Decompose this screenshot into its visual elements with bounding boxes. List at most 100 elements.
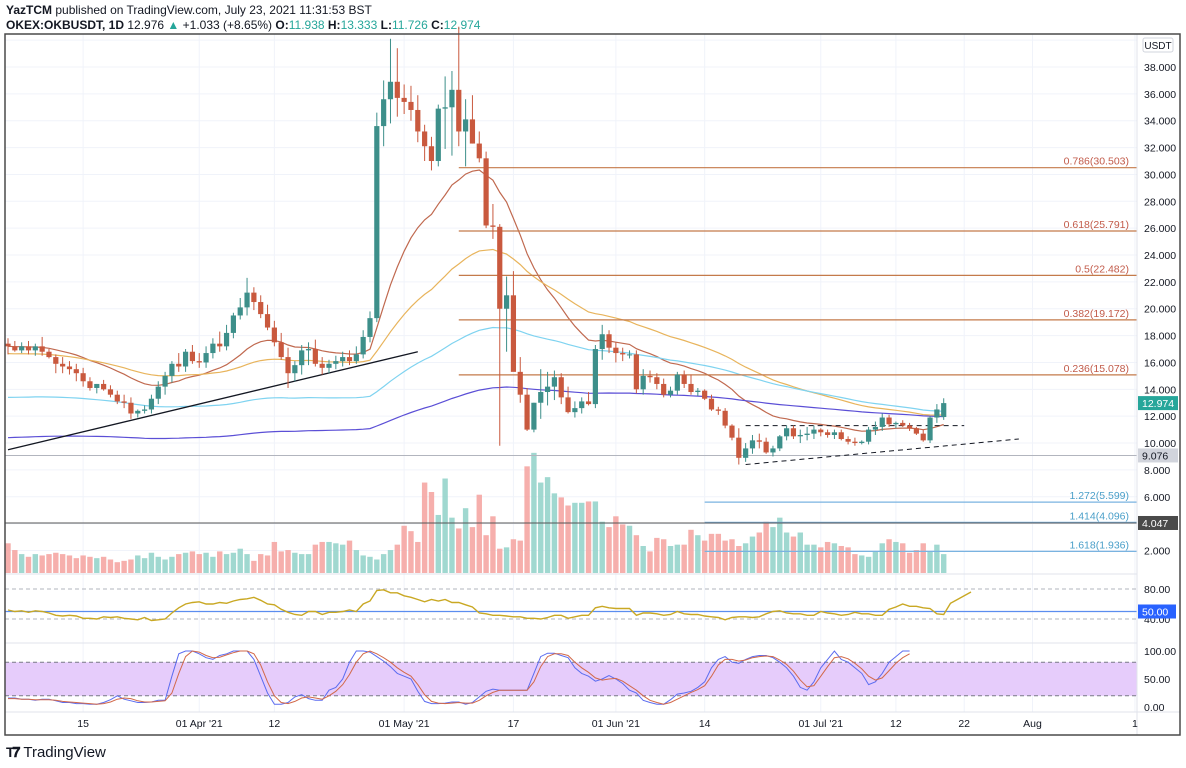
volume-bar	[579, 502, 585, 573]
volume-bar	[53, 552, 59, 573]
candle-body	[544, 386, 551, 393]
volume-bar	[920, 543, 926, 573]
price-label: 9.076	[1142, 450, 1168, 462]
candle-body	[66, 366, 73, 370]
time-tick: Aug	[1023, 718, 1042, 730]
time-tick: 1	[1132, 718, 1138, 730]
open-value: 11.938	[288, 18, 325, 32]
volume-bar	[32, 554, 39, 573]
fib-label: 1.272(5.599)	[1069, 490, 1129, 502]
volume-bar	[654, 537, 660, 573]
ema-200-line	[7, 386, 944, 440]
axes: USDT 38.000 36.000 34.000 32.000 30.000 28.000…	[5, 34, 1180, 735]
published-text: published on TradingView.com, July 23, 2…	[55, 3, 372, 17]
candle-body	[599, 334, 605, 350]
candle-body	[326, 363, 332, 368]
time-tick: 17	[508, 718, 520, 730]
volume-bar	[401, 525, 407, 573]
candle-body	[640, 375, 646, 390]
candle-body	[825, 432, 831, 435]
price-tick: 26.000	[1144, 223, 1176, 235]
volume-bar	[565, 505, 571, 573]
candle-body	[927, 417, 933, 441]
candle-body	[80, 373, 86, 382]
candle-body	[148, 398, 155, 410]
volume-bar	[251, 560, 257, 573]
volume-bar	[223, 554, 230, 573]
volume-bar	[736, 546, 742, 573]
volume-bar	[572, 502, 578, 573]
volume-bar	[640, 546, 646, 573]
symbol-title[interactable]: OKEX:OKBUSDT, 1D	[6, 18, 125, 32]
stoch-tick: 50.00	[1144, 674, 1170, 686]
candle-body	[401, 97, 407, 102]
volume-bar	[278, 551, 284, 573]
volume-bar	[258, 554, 264, 573]
volume-bar	[804, 544, 810, 573]
candle-body	[53, 357, 59, 364]
candle-body	[196, 361, 202, 363]
fib-label: 1.414(4.096)	[1069, 510, 1129, 522]
price-tick: 14.000	[1144, 384, 1176, 396]
price-tick: 6.000	[1144, 492, 1170, 504]
candle-body	[292, 365, 298, 374]
grid-lines	[5, 34, 1137, 712]
volume-bar	[626, 525, 633, 573]
volume-bar	[59, 554, 66, 573]
volume-bar	[585, 501, 592, 573]
volume-bar	[859, 555, 865, 573]
candle-body	[415, 109, 421, 132]
stoch-tick: 100.00	[1144, 646, 1176, 658]
candle-body	[32, 346, 38, 351]
volume-bar	[906, 552, 913, 573]
volume-bar	[148, 552, 155, 573]
candle-body	[271, 327, 277, 343]
volume-bar	[490, 516, 496, 573]
candle-body	[790, 428, 797, 437]
volume-bar	[886, 539, 892, 573]
volume-bar	[797, 532, 803, 573]
candle-body	[285, 357, 291, 374]
candle-body	[449, 89, 455, 108]
stoch-tick: 0.00	[1144, 702, 1165, 714]
price-tick: 32.000	[1144, 143, 1176, 155]
candle-body	[620, 353, 626, 355]
volume-bar	[865, 556, 872, 573]
volume-bar	[39, 555, 45, 573]
close-label: C:	[431, 18, 444, 32]
candle-body	[893, 422, 899, 425]
candle-body	[688, 383, 694, 393]
volume-bar	[538, 482, 544, 573]
volume-bar	[462, 508, 469, 573]
volume-bar	[708, 533, 715, 573]
volume-bar	[421, 482, 428, 573]
volume-bar	[442, 478, 448, 573]
candles	[5, 26, 947, 465]
candle-body	[73, 369, 79, 374]
author-name[interactable]: YazTCM	[6, 3, 53, 17]
candle-body	[223, 332, 230, 347]
candle-body	[25, 346, 32, 351]
volume-bar	[374, 559, 380, 573]
volume-bar	[824, 541, 831, 573]
price-tick: 24.000	[1144, 250, 1176, 262]
volume-bar	[189, 551, 196, 573]
candle-body	[708, 398, 715, 410]
volume-bar	[312, 544, 319, 573]
price-tick: 38.000	[1144, 62, 1176, 74]
volume-bar	[592, 501, 599, 573]
moving-averages	[7, 169, 944, 440]
volume-bar	[701, 540, 708, 573]
volume-bar	[647, 551, 653, 573]
volume-bar	[408, 531, 414, 573]
candle-body	[722, 410, 728, 426]
support-trendline	[7, 351, 418, 451]
volume-bar	[510, 539, 517, 573]
up-arrow-icon: ▲	[167, 18, 180, 32]
candle-body	[633, 354, 639, 390]
candle-body	[579, 401, 585, 409]
candle-body	[695, 390, 701, 393]
tradingview-logo[interactable]: T𝟕 TradingView	[6, 744, 106, 761]
candle-body	[797, 434, 803, 437]
